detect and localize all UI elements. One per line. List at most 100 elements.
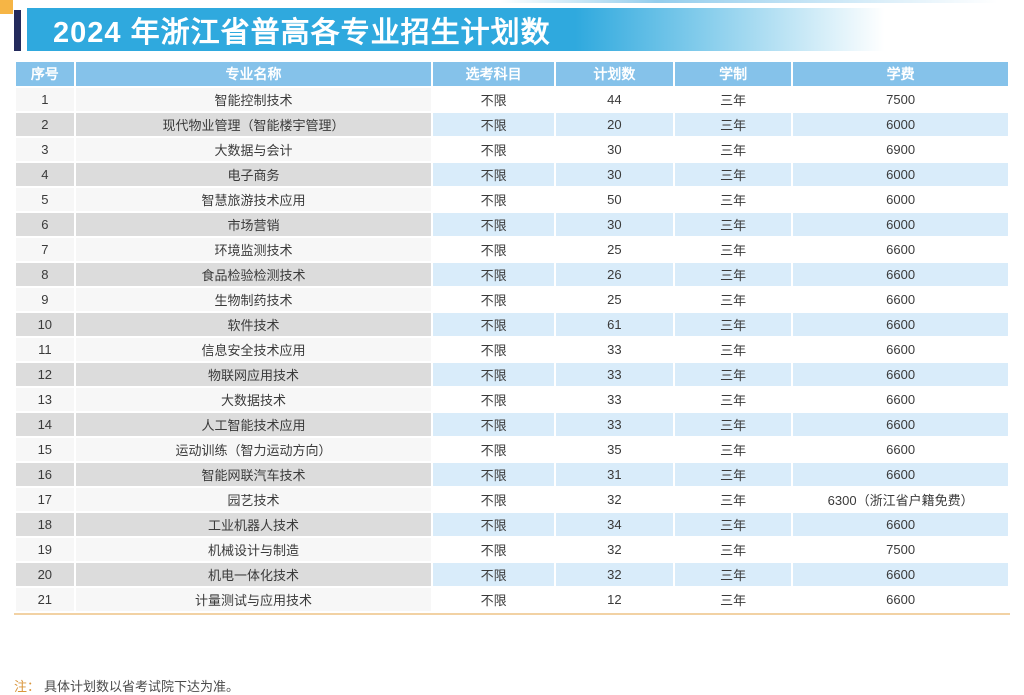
table-cell: 5: [14, 186, 76, 213]
table-row: 15 运动训练（智力运动方向） 不限 35 三年 6600: [14, 436, 1010, 463]
table-cell: 6600: [791, 386, 1010, 413]
admission-plan-table-wrap: 序号 专业名称 选考科目 计划数 学制 学费 1 智能控制技术 不限 44 三年 7500 2 现代物业…: [14, 60, 1010, 615]
table-row: 8 食品检验检测技术 不限 26 三年 6600: [14, 261, 1010, 288]
table-cell: 电子商务: [73, 161, 434, 188]
column-header: 学费: [791, 60, 1010, 88]
table-cell: 三年: [672, 111, 794, 138]
table-cell: 三年: [672, 536, 794, 563]
table-row: 12 物联网应用技术 不限 33 三年 6600: [14, 361, 1010, 388]
table-cell: 32: [553, 486, 675, 513]
table-row: 11 信息安全技术应用 不限 33 三年 6600: [14, 336, 1010, 363]
column-header: 学制: [672, 60, 794, 88]
table-cell: 6600: [791, 311, 1010, 338]
table-cell: 15: [14, 436, 76, 463]
table-cell: 6600: [791, 586, 1010, 613]
table-cell: 智慧旅游技术应用: [73, 186, 434, 213]
table-cell: 三年: [672, 186, 794, 213]
table-cell: 6900: [791, 136, 1010, 163]
table-cell: 机械设计与制造: [73, 536, 434, 563]
table-cell: 32: [553, 561, 675, 588]
table-cell: 计量测试与应用技术: [73, 586, 434, 613]
table-cell: 6600: [791, 336, 1010, 363]
table-row: 3 大数据与会计 不限 30 三年 6900: [14, 136, 1010, 163]
table-cell: 7: [14, 236, 76, 263]
table-cell: 三年: [672, 136, 794, 163]
table-cell: 19: [14, 536, 76, 563]
table-cell: 人工智能技术应用: [73, 411, 434, 438]
table-cell: 33: [553, 386, 675, 413]
table-row: 4 电子商务 不限 30 三年 6000: [14, 161, 1010, 188]
table-cell: 6000: [791, 211, 1010, 238]
table-cell: 7500: [791, 536, 1010, 563]
table-cell: 不限: [431, 511, 556, 538]
table-cell: 不限: [431, 486, 556, 513]
table-cell: 不限: [431, 536, 556, 563]
table-cell: 11: [14, 336, 76, 363]
page-title: 2024 年浙江省普高各专业招生计划数: [53, 16, 551, 49]
table-cell: 18: [14, 511, 76, 538]
table-cell: 20: [14, 561, 76, 588]
table-cell: 35: [553, 436, 675, 463]
table-cell: 智能控制技术: [73, 86, 434, 113]
table-cell: 44: [553, 86, 675, 113]
table-cell: 25: [553, 236, 675, 263]
table-cell: 三年: [672, 311, 794, 338]
table-cell: 三年: [672, 286, 794, 313]
table-header-row: 序号 专业名称 选考科目 计划数 学制 学费: [14, 60, 1010, 88]
table-cell: 8: [14, 261, 76, 288]
table-cell: 32: [553, 536, 675, 563]
table-cell: 现代物业管理（智能楼宇管理）: [73, 111, 434, 138]
table-cell: 61: [553, 311, 675, 338]
table-cell: 生物制药技术: [73, 286, 434, 313]
table-row: 21 计量测试与应用技术 不限 12 三年 6600: [14, 586, 1010, 613]
table-row: 20 机电一体化技术 不限 32 三年 6600: [14, 561, 1010, 588]
table-cell: 33: [553, 411, 675, 438]
table-cell: 9: [14, 286, 76, 313]
table-cell: 6600: [791, 511, 1010, 538]
table-cell: 50: [553, 186, 675, 213]
column-header: 计划数: [553, 60, 675, 88]
table-cell: 三年: [672, 361, 794, 388]
table-cell: 三年: [672, 461, 794, 488]
footnote-label: 注：: [14, 679, 41, 694]
table-cell: 12: [553, 586, 675, 613]
footnote: 注： 具体计划数以省考试院下达为准。: [14, 676, 239, 695]
table-cell: 三年: [672, 486, 794, 513]
table-cell: 16: [14, 461, 76, 488]
table-cell: 1: [14, 86, 76, 113]
table-cell: 不限: [431, 286, 556, 313]
table-row: 17 园艺技术 不限 32 三年 6300（浙江省户籍免费）: [14, 486, 1010, 513]
table-cell: 三年: [672, 211, 794, 238]
table-row: 19 机械设计与制造 不限 32 三年 7500: [14, 536, 1010, 563]
table-cell: 4: [14, 161, 76, 188]
table-row: 16 智能网联汽车技术 不限 31 三年 6600: [14, 461, 1010, 488]
table-cell: 不限: [431, 336, 556, 363]
table-cell: 20: [553, 111, 675, 138]
table-cell: 14: [14, 411, 76, 438]
table-row: 1 智能控制技术 不限 44 三年 7500: [14, 86, 1010, 113]
table-cell: 不限: [431, 361, 556, 388]
table-cell: 6000: [791, 161, 1010, 188]
table-cell: 不限: [431, 161, 556, 188]
table-cell: 34: [553, 511, 675, 538]
table-row: 18 工业机器人技术 不限 34 三年 6600: [14, 511, 1010, 538]
table-cell: 6600: [791, 236, 1010, 263]
table-row: 2 现代物业管理（智能楼宇管理） 不限 20 三年 6000: [14, 111, 1010, 138]
table-cell: 大数据与会计: [73, 136, 434, 163]
table-cell: 26: [553, 261, 675, 288]
table-cell: 30: [553, 136, 675, 163]
table-cell: 不限: [431, 211, 556, 238]
table-cell: 机电一体化技术: [73, 561, 434, 588]
table-cell: 6600: [791, 361, 1010, 388]
top-gradient-strip: [500, 0, 1024, 3]
table-cell: 30: [553, 161, 675, 188]
table-cell: 6600: [791, 411, 1010, 438]
column-header: 序号: [14, 60, 76, 88]
table-cell: 不限: [431, 261, 556, 288]
table-cell: 6: [14, 211, 76, 238]
table-cell: 不限: [431, 461, 556, 488]
table-cell: 12: [14, 361, 76, 388]
column-header: 选考科目: [431, 60, 556, 88]
title-banner: 2024 年浙江省普高各专业招生计划数: [27, 8, 1024, 51]
table-cell: 运动训练（智力运动方向）: [73, 436, 434, 463]
